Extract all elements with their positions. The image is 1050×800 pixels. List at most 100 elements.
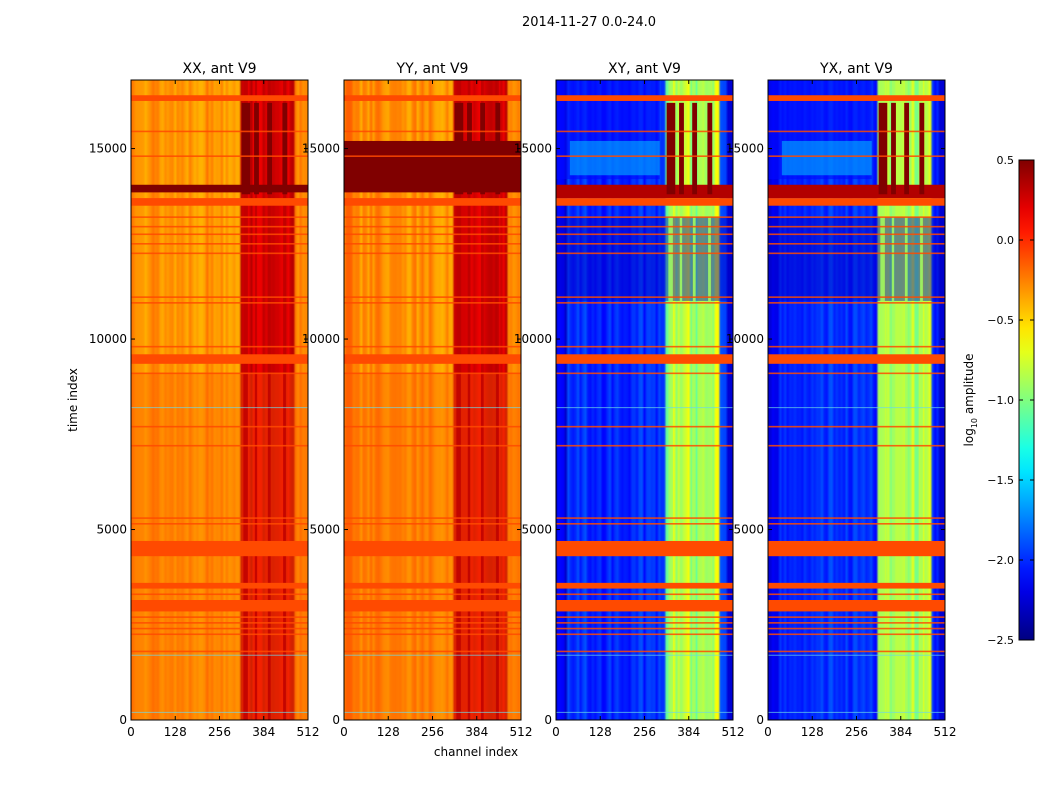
- y-tick-label: 15000: [89, 142, 127, 156]
- flagged-range-3: [344, 600, 521, 612]
- flagged-row-20: [768, 633, 945, 636]
- flagged-row-3: [556, 216, 733, 218]
- flagged-row-4: [768, 225, 945, 228]
- hairline-1: [768, 407, 945, 409]
- flagged-row-8: [556, 296, 733, 298]
- flagged-row-7: [768, 252, 945, 255]
- flagged-row-20: [556, 633, 733, 636]
- colorbar-tick-label: −2.0: [987, 554, 1014, 567]
- x-axis-label: channel index: [434, 745, 518, 759]
- rfi-band-2: [891, 80, 895, 720]
- flagged-row-5: [556, 233, 733, 236]
- flagged-row-10: [131, 345, 308, 348]
- flagged-row-12: [556, 425, 733, 428]
- panel-2-title: YY, ant V9: [396, 61, 469, 77]
- flagged-row-7: [344, 252, 521, 255]
- figure-suptitle: 2014-11-27 0.0-24.0: [522, 15, 656, 30]
- x-tick-label: 0: [764, 725, 772, 739]
- panel-2: YY, ant V9 0 128 256 384 512 0 5000 10000 15000: [302, 61, 533, 739]
- flagged-range-2: [344, 582, 521, 589]
- flagged-row-12: [768, 425, 945, 428]
- rfi-band-1: [880, 80, 885, 720]
- x-tick-label: 512: [510, 725, 533, 739]
- flagged-row-8: [344, 296, 521, 298]
- flagged-row-12: [131, 425, 308, 428]
- flagged-row-6: [768, 243, 945, 245]
- saturated-block: [131, 184, 308, 193]
- flagged-row-17: [556, 616, 733, 618]
- flagged-row-5: [344, 233, 521, 236]
- flagged-row-6: [344, 243, 521, 245]
- flagged-range-5: [131, 198, 308, 206]
- y-tick-label: 0: [544, 713, 552, 727]
- upper-rfi-block-2: [679, 102, 684, 195]
- rfi-band-4: [283, 80, 286, 720]
- x-tick-label: 128: [377, 725, 400, 739]
- panel-3-title: XY, ant V9: [608, 61, 681, 77]
- upper-rfi-block-4: [282, 102, 288, 195]
- upper-rfi-block-2: [254, 102, 259, 195]
- upper-rfi-block-1: [878, 102, 888, 195]
- x-tick-label: 384: [252, 725, 275, 739]
- rfi-band-2: [679, 80, 683, 720]
- panel-4: YX, ant V9 0 128 256 384 512 0 5000 10000 15000: [726, 61, 957, 739]
- flagged-range-2: [556, 582, 733, 589]
- y-tick-label: 5000: [96, 523, 127, 537]
- flagged-row-15: [556, 523, 733, 525]
- x-tick-label: 256: [845, 725, 868, 739]
- flagged-row-14: [344, 517, 521, 519]
- rfi-band-3: [267, 80, 271, 720]
- upper-rfi-block-3: [692, 102, 698, 195]
- flagged-row-16: [556, 593, 733, 596]
- hairline-3: [768, 711, 945, 713]
- flagged-range-5: [556, 198, 733, 206]
- flagged-range-4: [768, 354, 945, 364]
- flagged-row-2: [344, 155, 521, 157]
- flagged-row-14: [556, 517, 733, 519]
- upper-rfi-block-1: [454, 102, 464, 195]
- heatmap-panels: XX, ant V90 128 256 384 512050001000015000YY…: [89, 61, 957, 739]
- x-tick-label: 256: [421, 725, 444, 739]
- flagged-row-13: [344, 444, 521, 447]
- flagged-row-7: [131, 252, 308, 255]
- flagged-row-3: [344, 216, 521, 218]
- flagged-row-3: [768, 216, 945, 218]
- panel-1-title: XX, ant V9: [183, 61, 257, 77]
- y-tick-label: 0: [332, 713, 340, 727]
- flagged-range-1: [768, 540, 945, 557]
- flagged-row-12: [344, 425, 521, 428]
- flagged-row-11: [131, 372, 308, 375]
- flagged-range-3: [768, 600, 945, 612]
- hairline-2: [344, 654, 521, 656]
- flagged-row-7: [556, 252, 733, 255]
- flagged-row-14: [131, 517, 308, 519]
- flagged-row-20: [131, 633, 308, 636]
- upper-rfi-block-3: [480, 102, 486, 195]
- flagged-row-2: [131, 155, 308, 157]
- flagged-range-4: [344, 354, 521, 364]
- hairline-3: [344, 711, 521, 713]
- rfi-band-4: [496, 80, 499, 720]
- flagged-row-14: [768, 517, 945, 519]
- hairline-2: [768, 654, 945, 656]
- x-tick-label: 128: [164, 725, 187, 739]
- x-tick-label: 0: [127, 725, 135, 739]
- rfi-band-4: [708, 80, 711, 720]
- panel-3-top-glow: [569, 140, 660, 176]
- hairline-2: [556, 654, 733, 656]
- y-tick-label: 15000: [302, 142, 340, 156]
- x-tick-label: 384: [677, 725, 700, 739]
- colorbar-tick-label: −1.5: [987, 474, 1014, 487]
- flagged-range-5: [768, 198, 945, 206]
- colorbar-tick-label: 0.5: [997, 154, 1015, 167]
- flagged-row-10: [344, 345, 521, 348]
- flagged-row-19: [344, 627, 521, 630]
- flagged-row-18: [768, 622, 945, 624]
- flagged-range-5: [344, 198, 521, 206]
- x-tick-label: 512: [297, 725, 320, 739]
- flagged-row-1: [768, 130, 945, 133]
- x-tick-label: 128: [801, 725, 824, 739]
- upper-rfi-block-1: [241, 102, 251, 195]
- flagged-range-3: [556, 600, 733, 612]
